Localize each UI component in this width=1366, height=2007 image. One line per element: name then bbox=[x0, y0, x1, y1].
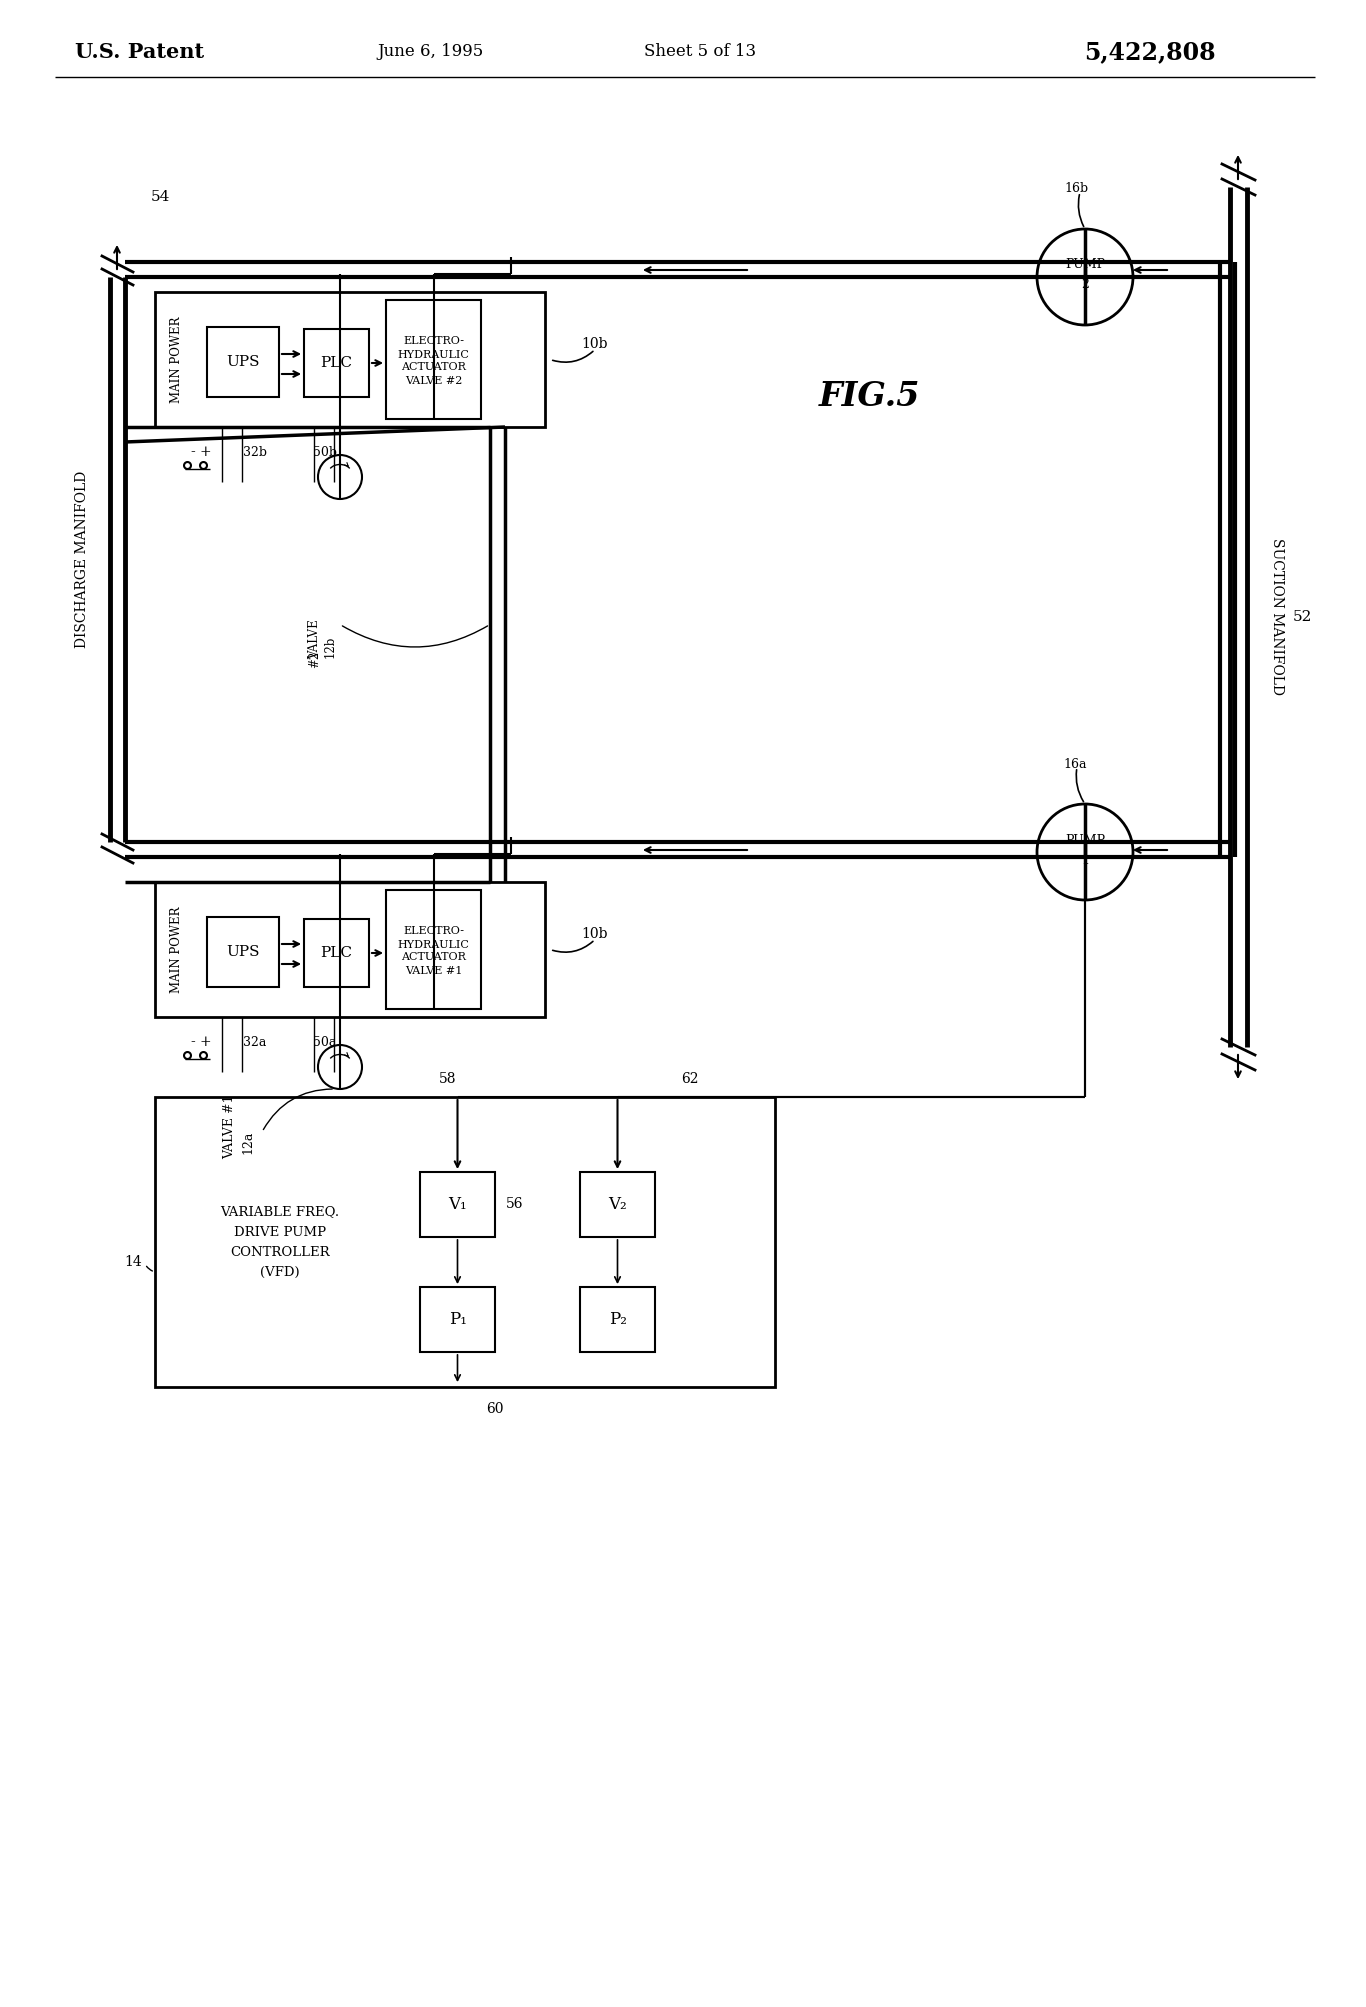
Bar bbox=[581, 1286, 656, 1353]
Text: 16b: 16b bbox=[1065, 183, 1089, 195]
Text: 62: 62 bbox=[682, 1072, 699, 1086]
Text: -: - bbox=[191, 1036, 195, 1050]
Text: PLC: PLC bbox=[321, 945, 352, 959]
Text: 10b: 10b bbox=[582, 927, 608, 941]
Text: 50b: 50b bbox=[313, 446, 337, 458]
Text: U.S. Patent: U.S. Patent bbox=[75, 42, 205, 62]
Text: 1: 1 bbox=[1081, 853, 1089, 867]
Text: VALVE: VALVE bbox=[309, 620, 321, 660]
Circle shape bbox=[1037, 229, 1132, 325]
Bar bbox=[305, 919, 369, 987]
Text: 14: 14 bbox=[124, 1254, 142, 1268]
Bar bbox=[387, 889, 481, 1010]
Text: ACTUATOR: ACTUATOR bbox=[402, 363, 466, 373]
Text: 56: 56 bbox=[507, 1198, 523, 1212]
Text: 5,422,808: 5,422,808 bbox=[1085, 40, 1216, 64]
Text: UPS: UPS bbox=[227, 355, 260, 369]
Text: 60: 60 bbox=[486, 1403, 504, 1417]
Text: HYDRAULIC: HYDRAULIC bbox=[398, 349, 470, 359]
Text: P₁: P₁ bbox=[448, 1311, 466, 1329]
Text: +: + bbox=[199, 1036, 210, 1050]
Circle shape bbox=[1037, 805, 1132, 899]
Text: VALVE #1: VALVE #1 bbox=[404, 965, 462, 975]
Text: 16a: 16a bbox=[1063, 757, 1087, 771]
Text: Sheet 5 of 13: Sheet 5 of 13 bbox=[643, 44, 755, 60]
Bar bbox=[154, 881, 545, 1018]
Text: VALVE #1: VALVE #1 bbox=[224, 1094, 236, 1160]
Bar bbox=[305, 329, 369, 397]
Bar bbox=[154, 291, 545, 427]
Circle shape bbox=[318, 1046, 362, 1090]
Text: 12b: 12b bbox=[324, 636, 336, 658]
Text: MAIN POWER: MAIN POWER bbox=[171, 317, 183, 403]
Bar bbox=[387, 299, 481, 419]
Text: -: - bbox=[191, 446, 195, 460]
Bar bbox=[581, 1172, 656, 1236]
Text: ACTUATOR: ACTUATOR bbox=[402, 953, 466, 963]
Text: ELECTRO-: ELECTRO- bbox=[403, 927, 464, 937]
Text: #2: #2 bbox=[309, 650, 321, 668]
Text: MAIN POWER: MAIN POWER bbox=[171, 907, 183, 993]
Text: PUMP: PUMP bbox=[1065, 833, 1105, 847]
Text: June 6, 1995: June 6, 1995 bbox=[377, 44, 484, 60]
Text: +: + bbox=[199, 446, 210, 460]
Text: VALVE #2: VALVE #2 bbox=[404, 375, 462, 385]
Bar bbox=[419, 1172, 494, 1236]
Text: HYDRAULIC: HYDRAULIC bbox=[398, 939, 470, 949]
Text: ELECTRO-: ELECTRO- bbox=[403, 337, 464, 347]
Text: 2: 2 bbox=[1081, 279, 1089, 291]
Bar bbox=[154, 1098, 775, 1387]
Text: 12a: 12a bbox=[242, 1130, 254, 1154]
Text: 10b: 10b bbox=[582, 337, 608, 351]
Bar bbox=[208, 917, 279, 987]
Text: FIG.5: FIG.5 bbox=[820, 381, 921, 413]
Text: 32a: 32a bbox=[243, 1036, 266, 1048]
Text: V₁: V₁ bbox=[448, 1196, 467, 1212]
Bar bbox=[419, 1286, 494, 1353]
Text: DRIVE PUMP: DRIVE PUMP bbox=[234, 1226, 326, 1238]
Circle shape bbox=[318, 456, 362, 500]
Text: PLC: PLC bbox=[321, 355, 352, 369]
Text: (VFD): (VFD) bbox=[260, 1266, 299, 1278]
Text: V₂: V₂ bbox=[608, 1196, 627, 1212]
Text: DISCHARGE MANIFOLD: DISCHARGE MANIFOLD bbox=[75, 472, 89, 648]
Text: P₂: P₂ bbox=[609, 1311, 627, 1329]
Text: 58: 58 bbox=[438, 1072, 456, 1086]
Text: SUCTION MANIFOLD: SUCTION MANIFOLD bbox=[1270, 538, 1284, 696]
Text: 50a: 50a bbox=[313, 1036, 336, 1048]
Text: CONTROLLER: CONTROLLER bbox=[231, 1246, 329, 1258]
Text: PUMP: PUMP bbox=[1065, 259, 1105, 271]
Text: 54: 54 bbox=[150, 191, 169, 205]
Text: 32b: 32b bbox=[243, 446, 266, 458]
Text: UPS: UPS bbox=[227, 945, 260, 959]
Text: VARIABLE FREQ.: VARIABLE FREQ. bbox=[220, 1206, 340, 1218]
Bar bbox=[208, 327, 279, 397]
Text: 52: 52 bbox=[1292, 610, 1311, 624]
